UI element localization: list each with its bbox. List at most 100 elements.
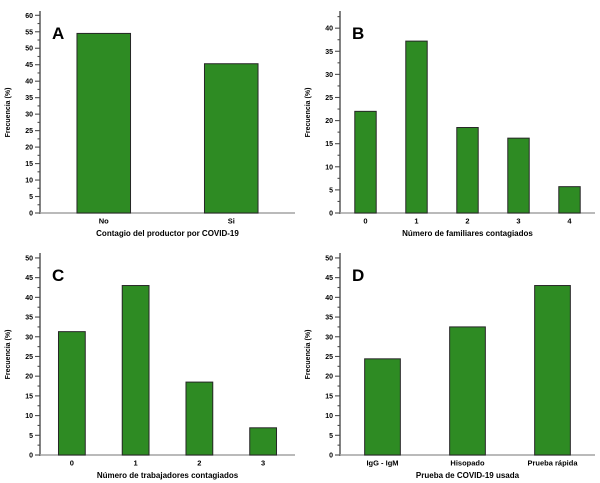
- y-axis-title: Frecuencia (%): [5, 330, 12, 380]
- y-tick-label: 5: [29, 194, 33, 201]
- bar-prueba-r-pida: [534, 285, 571, 456]
- y-tick-label: 0: [29, 211, 33, 218]
- y-tick-label: 35: [325, 315, 333, 322]
- y-tick-label: 35: [25, 315, 33, 322]
- bars-group: [57, 285, 278, 456]
- y-tick-label: 60: [25, 13, 33, 20]
- panel-letter: D: [352, 266, 364, 285]
- y-tick-label: 30: [325, 72, 333, 79]
- x-category-label: IgG - IgM: [366, 459, 398, 468]
- x-category-label: Prueba rápida: [527, 459, 578, 468]
- y-tick-label: 40: [325, 26, 333, 33]
- x-category-label: Si: [228, 217, 235, 226]
- x-axis-title: Contagio del productor por COVID-19: [96, 229, 239, 238]
- y-tick-label: 50: [25, 46, 33, 53]
- y-tick-label: 5: [329, 433, 333, 440]
- bars-group: [354, 40, 581, 214]
- bars-group: [76, 32, 259, 214]
- bar-2: [185, 381, 214, 456]
- panel-d-prueba-usada: 0 5 10 15 20 25 30 35 40 45 50 IgG - IgM Hisopado Pru…: [300, 242, 600, 483]
- bar-hisopado: [449, 326, 486, 456]
- y-axis-title: Frecuencia (%): [305, 88, 312, 138]
- bar-3: [249, 427, 278, 456]
- panel-letter: C: [52, 266, 64, 285]
- y-tick-label: 5: [329, 187, 333, 194]
- y-axis-title: Frecuencia (%): [5, 88, 12, 138]
- y-tick-label: 15: [25, 393, 33, 400]
- y-tick-label: 25: [325, 95, 333, 102]
- x-axis-title: Número de trabajadores contagiados: [97, 471, 239, 480]
- bar-igg-igm: [364, 358, 401, 456]
- y-tick-label: 15: [325, 393, 333, 400]
- y-tick-label: 40: [25, 295, 33, 302]
- bar-0: [354, 110, 377, 214]
- y-tick-label: 10: [325, 413, 333, 420]
- y-tick-label: 20: [325, 374, 333, 381]
- y-tick-label: 30: [25, 334, 33, 341]
- panel-c-trabajadores-contagiados: 0 5 10 15 20 25 30 35 40 45 50 0 1 2 3 Número de trabaj…: [0, 242, 300, 483]
- bars-group: [364, 285, 571, 456]
- panel-a-contagio-productor: 0 5 10 15 20 25 30 35 40 45 50 55 60 No Si Contagio del…: [0, 0, 300, 242]
- y-tick-label: 15: [325, 141, 333, 148]
- bar-si: [203, 63, 259, 214]
- chart-panel-d: 0 5 10 15 20 25 30 35 40 45 50 IgG - IgM Hisopado Pru…: [305, 253, 595, 480]
- y-tick-label: 45: [325, 275, 333, 282]
- x-category-label: 0: [363, 217, 367, 226]
- x-axis-title: Número de familiares contagiados: [402, 229, 533, 238]
- x-category-label: 1: [134, 459, 138, 468]
- bar-1: [405, 40, 428, 214]
- y-tick-label: 0: [329, 211, 333, 218]
- x-category-label: 1: [414, 217, 418, 226]
- y-tick-label: 0: [29, 453, 33, 460]
- y-axis-title: Frecuencia (%): [305, 330, 312, 380]
- y-tick-label: 50: [25, 255, 33, 262]
- y-tick-label: 25: [25, 354, 33, 361]
- y-axis-ticks: 0 5 10 15 20 25 30 35 40 45 50: [325, 255, 340, 460]
- y-tick-label: 25: [25, 128, 33, 135]
- y-tick-label: 10: [25, 413, 33, 420]
- y-tick-label: 40: [25, 79, 33, 86]
- panel-letter: A: [52, 24, 64, 43]
- x-category-label: Hisopado: [450, 459, 485, 468]
- y-tick-label: 50: [325, 255, 333, 262]
- y-tick-label: 15: [25, 161, 33, 168]
- panel-b-familiares-contagiados: 0 5 10 15 20 25 30 35 40 0 1 2 3 4 Número de familiare…: [300, 0, 600, 242]
- bar-4: [558, 186, 581, 214]
- y-tick-label: 35: [25, 95, 33, 102]
- y-tick-label: 45: [25, 275, 33, 282]
- y-tick-label: 10: [325, 164, 333, 171]
- y-tick-label: 5: [29, 433, 33, 440]
- y-tick-label: 20: [25, 374, 33, 381]
- bar-1: [121, 285, 150, 456]
- y-axis-ticks: 0 5 10 15 20 25 30 35 40: [325, 16, 340, 218]
- y-tick-label: 0: [329, 453, 333, 460]
- y-tick-label: 20: [325, 118, 333, 125]
- x-category-label: No: [99, 217, 109, 226]
- bar-3: [507, 137, 530, 214]
- bar-2: [456, 127, 479, 214]
- y-tick-label: 25: [325, 354, 333, 361]
- panel-letter: B: [352, 24, 364, 43]
- x-category-label: 2: [465, 217, 469, 226]
- bar-0: [57, 331, 86, 456]
- y-tick-label: 55: [25, 29, 33, 36]
- chart-panel-c: 0 5 10 15 20 25 30 35 40 45 50 0 1 2 3 Número de trabaj…: [5, 253, 295, 480]
- chart-panel-a: 0 5 10 15 20 25 30 35 40 45 50 55 60 No Si Contagio del…: [5, 11, 295, 238]
- y-tick-label: 20: [25, 145, 33, 152]
- x-category-label: 3: [261, 459, 265, 468]
- x-category-label: 2: [197, 459, 201, 468]
- x-category-label: 4: [567, 217, 572, 226]
- x-axis-title: Prueba de COVID-19 usada: [416, 471, 520, 480]
- y-tick-label: 40: [325, 295, 333, 302]
- x-category-label: 3: [516, 217, 520, 226]
- y-tick-label: 30: [25, 112, 33, 119]
- y-axis-ticks: 0 5 10 15 20 25 30 35 40 45 50: [25, 255, 40, 460]
- bar-no: [76, 32, 132, 214]
- x-category-label: 0: [70, 459, 74, 468]
- y-tick-label: 10: [25, 178, 33, 185]
- chart-panel-b: 0 5 10 15 20 25 30 35 40 0 1 2 3 4 Número de familiare…: [305, 11, 595, 238]
- y-tick-label: 30: [325, 334, 333, 341]
- y-axis-ticks: 0 5 10 15 20 25 30 35 40 45 50 55 60: [25, 13, 40, 218]
- y-tick-label: 45: [25, 62, 33, 69]
